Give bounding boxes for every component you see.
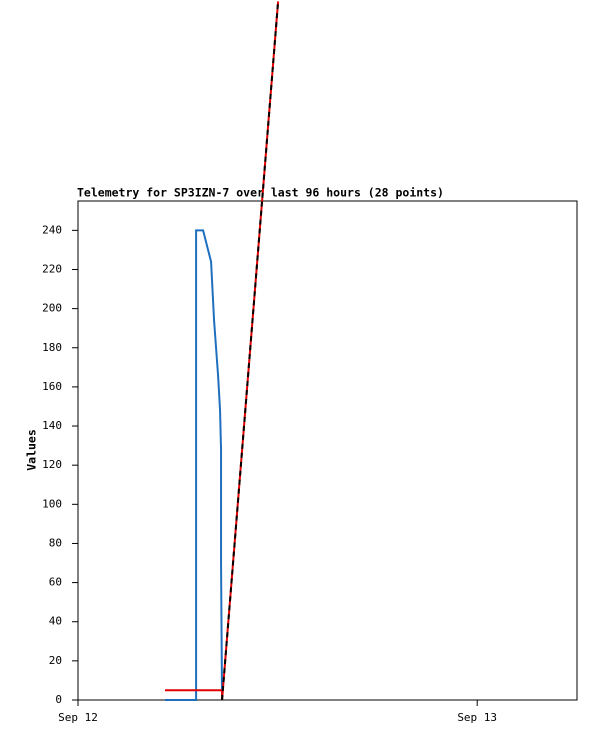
plot-frame — [77, 200, 578, 701]
y-tick-label: 80 — [49, 536, 62, 549]
y-tick-label: 40 — [49, 615, 62, 628]
y-tick-label: 0 — [55, 693, 62, 706]
y-tick-label: 200 — [42, 302, 62, 315]
y-tick-label: 160 — [42, 380, 62, 393]
x-tick-label: Sep 12 — [58, 711, 98, 724]
data-line — [164, 229, 224, 701]
y-tick-label: 140 — [42, 419, 62, 432]
x-tick-label: Sep 13 — [457, 711, 497, 724]
y-tick-label: 20 — [49, 654, 62, 667]
y-tick-label: 60 — [49, 576, 62, 589]
y-tick-label: 240 — [42, 223, 62, 236]
y-tick-label: 180 — [42, 341, 62, 354]
y-tick-label: 120 — [42, 458, 62, 471]
y-tick-label: 220 — [42, 262, 62, 275]
y-tick-label: 100 — [42, 497, 62, 510]
y-axis-label: Values — [25, 429, 39, 471]
chart-title: Telemetry for SP3IZN-7 over last 96 hour… — [77, 186, 444, 200]
